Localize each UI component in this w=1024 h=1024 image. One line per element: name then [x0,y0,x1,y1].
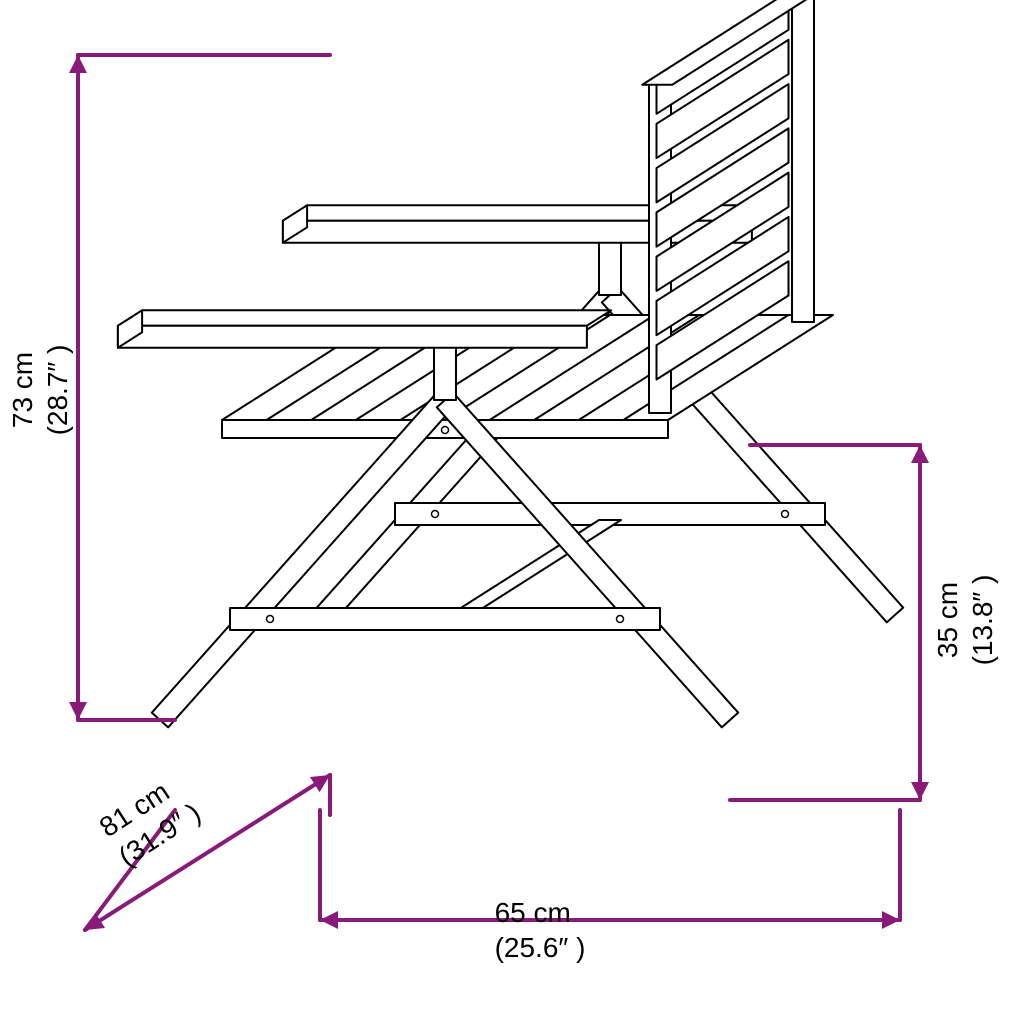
seat-height-dimension-label: 35 cm (13.8″ ) [930,575,1000,666]
height-dimension-label: 73 cm (28.7″ ) [5,345,75,436]
height-in: (28.7″ ) [40,345,75,436]
seat-height-in: (13.8″ ) [965,575,1000,666]
width-cm: 65 cm [495,897,571,928]
width-in: (25.6″ ) [495,930,586,965]
diagram-stage: 73 cm (28.7″ ) 35 cm (13.8″ ) 65 cm (25.… [0,0,1024,1024]
diagram-svg [0,0,1024,1024]
seat-height-cm: 35 cm [932,582,963,658]
width-dimension-label: 65 cm (25.6″ ) [495,895,586,965]
height-cm: 73 cm [7,352,38,428]
